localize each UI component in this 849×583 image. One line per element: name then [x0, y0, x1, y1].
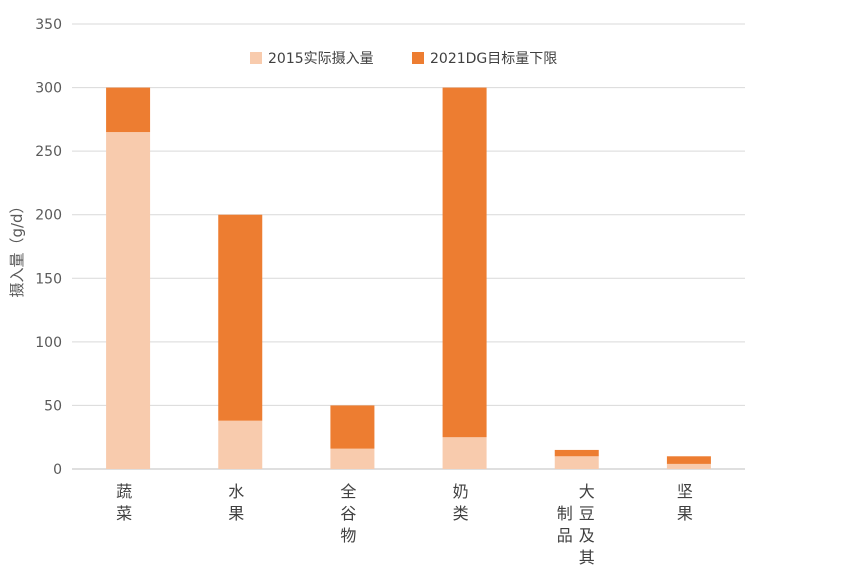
y-axis-label: 摄入量（g/d） [8, 198, 26, 297]
bar-segment-1-1 [218, 214, 263, 421]
x-category-label: 物 [340, 526, 356, 545]
x-category-label: 大 [579, 482, 595, 501]
legend-label: 2021DG目标量下限 [430, 51, 557, 67]
x-category-label: 及 [579, 526, 595, 545]
x-category-label: 菜 [116, 504, 132, 523]
legend-swatch [412, 52, 424, 64]
legend: 2015实际摄入量 2021DG目标量下限 [250, 51, 557, 67]
x-category-label: 类 [453, 504, 469, 523]
bar-segment-1-0 [106, 87, 151, 133]
x-category-label: 蔬 [116, 482, 132, 501]
x-category-label: 果 [677, 504, 693, 523]
bar-segment-0-3 [442, 437, 487, 469]
y-tick-label: 200 [35, 208, 62, 224]
x-category-label: 豆 [579, 504, 595, 523]
y-tick-label: 50 [44, 398, 62, 414]
bar-segment-0-4 [554, 456, 599, 469]
y-tick-label: 300 [35, 81, 62, 97]
bar-segment-1-3 [442, 87, 487, 438]
bars [106, 87, 711, 470]
gridlines [72, 23, 745, 470]
y-tick-label: 350 [35, 17, 62, 33]
y-tick-label: 150 [35, 271, 62, 287]
bar-segment-0-1 [218, 420, 263, 469]
x-category-label: 制 [557, 504, 573, 523]
y-tick-label: 0 [53, 462, 62, 478]
x-category-label: 谷 [340, 504, 356, 523]
bar-segment-1-4 [554, 449, 599, 457]
bar-segment-1-5 [666, 456, 711, 464]
bar-segment-0-5 [666, 463, 711, 469]
x-category-label: 奶 [453, 482, 469, 501]
x-category-label: 水 [228, 482, 244, 501]
x-category-label: 坚 [677, 482, 693, 501]
y-axis-ticks: 0 50 100 150 200 250 300 350 [35, 17, 62, 478]
bar-segment-1-2 [330, 405, 375, 449]
y-tick-label: 100 [35, 335, 62, 351]
x-category-label: 全 [340, 482, 356, 501]
x-category-label: 其 [579, 548, 595, 567]
legend-label: 2015实际摄入量 [268, 51, 374, 67]
legend-swatch [250, 52, 262, 64]
bar-segment-0-2 [330, 448, 375, 469]
bar-segment-0-0 [106, 132, 151, 470]
x-category-label: 果 [228, 504, 244, 523]
y-tick-label: 250 [35, 144, 62, 160]
x-category-label: 品 [557, 526, 573, 545]
